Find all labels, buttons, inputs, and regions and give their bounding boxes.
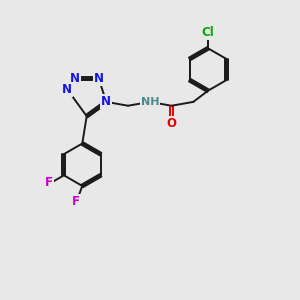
Text: O: O (167, 117, 176, 130)
Text: Cl: Cl (202, 26, 214, 39)
Text: F: F (45, 176, 53, 189)
Text: F: F (72, 195, 80, 208)
Text: NH: NH (140, 97, 159, 107)
Text: N: N (62, 83, 72, 96)
Text: N: N (94, 72, 104, 86)
Text: N: N (70, 72, 80, 86)
Text: N: N (101, 95, 111, 108)
